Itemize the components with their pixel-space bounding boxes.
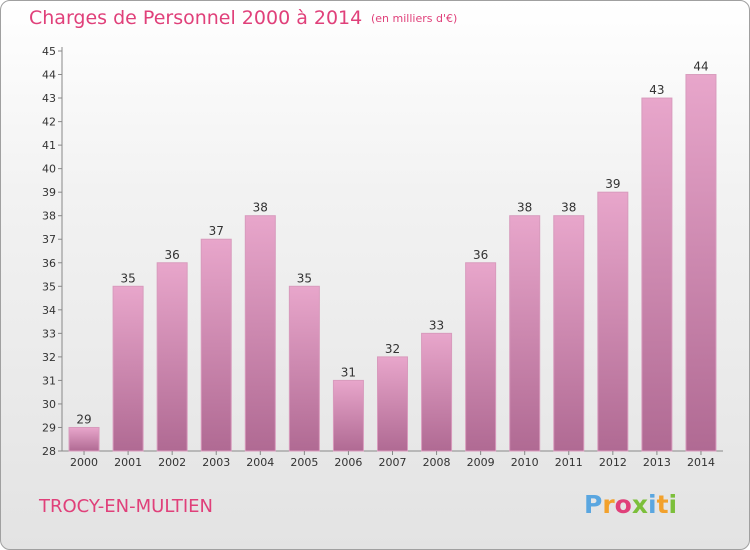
y-tick-label: 39 xyxy=(42,186,56,199)
bar xyxy=(641,97,673,452)
y-tick-label: 33 xyxy=(42,327,56,340)
bar xyxy=(156,262,188,452)
y-tick-label: 37 xyxy=(42,233,56,246)
bar xyxy=(377,356,408,452)
bar-value-label: 38 xyxy=(517,201,532,215)
x-tick-label: 2001 xyxy=(114,456,142,469)
bar-value-label: 39 xyxy=(605,177,620,191)
y-tick-label: 38 xyxy=(42,210,56,223)
x-tick-label: 2004 xyxy=(246,456,274,469)
bar xyxy=(288,285,320,452)
logo-letter: r xyxy=(602,490,615,519)
logo-letter: i xyxy=(668,490,678,519)
logo-letter: t xyxy=(656,490,669,519)
x-tick-label: 2012 xyxy=(599,456,627,469)
x-tick-label: 2007 xyxy=(379,456,407,469)
bar xyxy=(244,215,276,452)
bar-value-label: 35 xyxy=(297,271,312,285)
x-tick-label: 2008 xyxy=(423,456,451,469)
bar xyxy=(332,379,364,452)
y-tick-label: 31 xyxy=(42,374,56,387)
bar-value-label: 35 xyxy=(120,271,135,285)
x-tick-label: 2010 xyxy=(511,456,539,469)
y-tick-label: 41 xyxy=(42,139,56,152)
y-tick-label: 28 xyxy=(42,445,56,458)
x-tick-label: 2011 xyxy=(555,456,583,469)
logo-letter: x xyxy=(631,490,648,519)
bar xyxy=(553,215,585,452)
x-tick-label: 2014 xyxy=(687,456,715,469)
y-tick-label: 32 xyxy=(42,351,56,364)
bar xyxy=(68,426,100,452)
bar-value-label: 31 xyxy=(341,365,356,379)
bar-value-label: 38 xyxy=(561,201,576,215)
x-tick-label: 2005 xyxy=(290,456,318,469)
bar xyxy=(509,215,541,452)
x-tick-label: 2002 xyxy=(158,456,186,469)
bar-value-label: 44 xyxy=(693,60,708,74)
x-tick-label: 2006 xyxy=(334,456,362,469)
bar-value-label: 37 xyxy=(209,224,224,238)
logo-letter: P xyxy=(584,490,603,519)
y-tick-label: 34 xyxy=(42,304,56,317)
bar-value-label: 43 xyxy=(649,83,664,97)
bar xyxy=(421,332,453,452)
chart-subtitle: (en milliers d'€) xyxy=(371,12,458,25)
y-tick-label: 45 xyxy=(42,45,56,58)
logo-letter: o xyxy=(614,490,632,519)
y-tick-label: 44 xyxy=(42,69,56,82)
y-tick-label: 36 xyxy=(42,257,56,270)
bar xyxy=(200,238,232,452)
y-tick-label: 35 xyxy=(42,280,56,293)
x-tick-label: 2009 xyxy=(467,456,495,469)
y-tick-label: 30 xyxy=(42,398,56,411)
bar xyxy=(112,285,144,452)
y-tick-label: 43 xyxy=(42,92,56,105)
bar xyxy=(465,262,497,452)
y-tick-label: 29 xyxy=(42,421,56,434)
x-tick-label: 2000 xyxy=(70,456,98,469)
commune-name: TROCY-EN-MULTIEN xyxy=(39,496,214,517)
bar-value-label: 36 xyxy=(165,248,180,262)
x-tick-label: 2013 xyxy=(643,456,671,469)
bar-value-label: 38 xyxy=(253,201,268,215)
x-tick-label: 2003 xyxy=(202,456,230,469)
bar-value-label: 29 xyxy=(76,412,91,426)
chart-title: Charges de Personnel 2000 à 2014 xyxy=(29,7,363,29)
logo-letter: i xyxy=(648,490,657,519)
bar-value-label: 33 xyxy=(429,318,444,332)
bar-value-label: 36 xyxy=(473,248,488,262)
bar xyxy=(597,191,629,452)
y-tick-label: 40 xyxy=(42,163,56,176)
bar xyxy=(685,74,717,452)
proxiti-logo: Proxiti xyxy=(584,490,677,519)
y-tick-label: 42 xyxy=(42,116,56,129)
bar-value-label: 32 xyxy=(385,342,400,356)
